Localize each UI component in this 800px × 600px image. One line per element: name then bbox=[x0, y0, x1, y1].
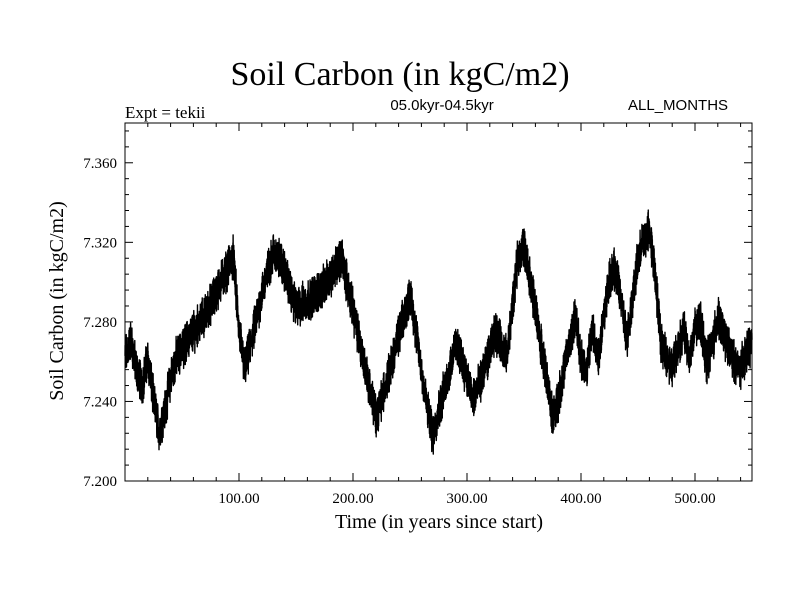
plot-frame bbox=[124, 122, 753, 482]
y-tick-label: 7.280 bbox=[83, 315, 117, 331]
period-label: 05.0kyr-04.5kyr bbox=[390, 97, 494, 114]
x-tick-labels: 100.00 200.00 300.00 400.00 500.00 bbox=[218, 491, 715, 507]
axis-ticks bbox=[125, 123, 752, 481]
series-line-soil-carbon bbox=[124, 209, 753, 455]
x-tick-label: 100.00 bbox=[218, 491, 259, 507]
x-tick-label: 400.00 bbox=[560, 491, 601, 507]
y-tick-label: 7.240 bbox=[83, 394, 117, 410]
y-axis-label: Soil Carbon (in kgC/m2) bbox=[46, 201, 68, 400]
months-label: ALL_MONTHS bbox=[628, 97, 729, 114]
x-axis-label: Time (in years since start) bbox=[335, 511, 543, 533]
x-tick-label: 500.00 bbox=[674, 491, 715, 507]
x-tick-label: 200.00 bbox=[332, 491, 373, 507]
y-tick-label: 7.200 bbox=[83, 474, 117, 490]
y-tick-label: 7.360 bbox=[83, 156, 117, 172]
chart-title: Soil Carbon (in kgC/m2) bbox=[230, 56, 570, 93]
x-tick-label: 300.00 bbox=[446, 491, 487, 507]
y-tick-label: 7.320 bbox=[83, 235, 117, 251]
experiment-label: Expt = tekii bbox=[125, 103, 206, 122]
y-tick-labels: 7.200 7.240 7.280 7.320 7.360 bbox=[83, 156, 117, 490]
